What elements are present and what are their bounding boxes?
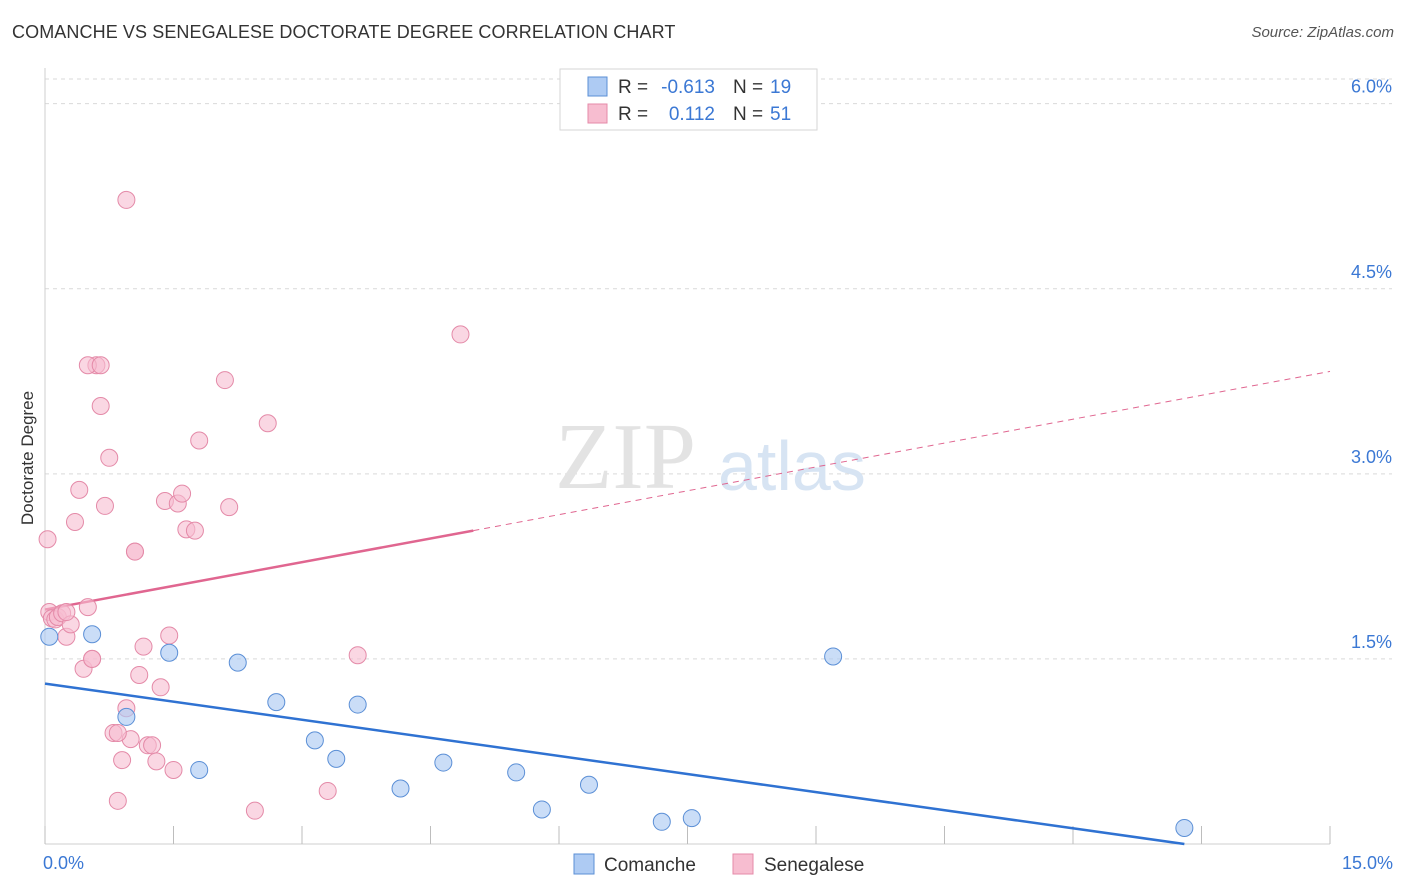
- legend-swatch-senegalese-bottom: [732, 853, 754, 875]
- comanche-point: [228, 653, 247, 672]
- senegalese-point: [173, 484, 192, 503]
- senegalese-point: [130, 665, 149, 684]
- senegalese-point: [91, 396, 110, 415]
- senegalese-point: [100, 448, 119, 467]
- comanche-point: [83, 625, 102, 644]
- senegalese-point: [38, 530, 57, 549]
- senegalese-point: [245, 801, 264, 820]
- legend-r-value-1: -0.613: [661, 77, 715, 98]
- x-tick-label: 15.0%: [1342, 853, 1393, 873]
- y-tick-label: 1.5%: [1351, 632, 1392, 652]
- comanche-point: [305, 731, 324, 750]
- y-tick-label: 6.0%: [1351, 77, 1392, 97]
- senegalese-point: [91, 356, 110, 375]
- legend-label-senegalese: Senegalese: [764, 855, 864, 876]
- trend-layer: [44, 370, 1331, 846]
- senegalese-point: [70, 480, 89, 499]
- senegalese-point: [318, 781, 337, 800]
- senegalese-point: [451, 325, 470, 344]
- y-tick-label: 3.0%: [1351, 447, 1392, 467]
- comanche-point: [652, 812, 671, 831]
- senegalese-point: [164, 760, 183, 779]
- legend-swatch-comanche: [587, 76, 608, 97]
- senegalese-trend-extension: [473, 370, 1331, 532]
- points-layer: [38, 190, 1194, 837]
- senegalese-point: [151, 678, 170, 697]
- watermark: ZIP atlas: [555, 405, 866, 509]
- legend-n-value-1: 19: [770, 77, 791, 98]
- senegalese-point: [108, 791, 127, 810]
- senegalese-point: [125, 542, 144, 561]
- senegalese-trend-line: [44, 529, 474, 611]
- legend-r-label-2: R =: [618, 104, 648, 125]
- senegalese-point: [220, 498, 239, 517]
- senegalese-point: [348, 646, 367, 665]
- senegalese-point: [113, 751, 132, 770]
- axes-layer: 1.5% 3.0% 4.5% 6.0% 0.0% 15.0%: [43, 68, 1393, 873]
- comanche-point: [348, 695, 367, 714]
- senegalese-point: [215, 371, 234, 390]
- comanche-point: [507, 763, 526, 782]
- senegalese-point: [117, 190, 136, 209]
- comanche-point: [40, 627, 59, 646]
- comanche-point: [434, 753, 453, 772]
- y-axis-label: Doctorate Degree: [18, 391, 37, 525]
- comanche-point: [824, 647, 843, 666]
- senegalese-point: [160, 626, 179, 645]
- watermark-atlas: atlas: [718, 427, 866, 505]
- correlation-legend: R = -0.613 N = 19 R = 0.112 N = 51: [559, 68, 818, 131]
- y-tick-label: 4.5%: [1351, 262, 1392, 282]
- senegalese-point: [134, 637, 153, 656]
- comanche-point: [267, 693, 286, 712]
- senegalese-point: [108, 723, 127, 742]
- senegalese-point: [143, 736, 162, 755]
- comanche-point: [532, 800, 551, 819]
- x-tick-label: 0.0%: [43, 853, 84, 873]
- senegalese-point: [95, 496, 114, 515]
- comanche-point: [117, 707, 136, 726]
- senegalese-point: [258, 414, 277, 433]
- comanche-point: [160, 643, 179, 662]
- comanche-trend-line: [44, 682, 1185, 846]
- legend-label-comanche: Comanche: [604, 855, 696, 876]
- series-legend: Comanche Senegalese: [573, 853, 864, 876]
- comanche-point: [327, 749, 346, 768]
- comanche-point: [579, 775, 598, 794]
- senegalese-point: [83, 649, 102, 668]
- comanche-point: [682, 809, 701, 828]
- legend-n-value-2: 51: [770, 104, 791, 125]
- legend-r-value-2: 0.112: [669, 104, 715, 125]
- senegalese-point: [65, 512, 84, 531]
- source-label: Source: ZipAtlas.com: [1251, 24, 1394, 41]
- senegalese-point: [185, 521, 204, 540]
- senegalese-point: [78, 598, 97, 617]
- comanche-point: [391, 779, 410, 798]
- senegalese-point: [147, 752, 166, 771]
- senegalese-point: [57, 603, 76, 622]
- comanche-point: [1175, 818, 1194, 837]
- legend-r-label-1: R =: [618, 77, 648, 98]
- chart-title: COMANCHE VS SENEGALESE DOCTORATE DEGREE …: [12, 22, 676, 42]
- legend-swatch-senegalese: [587, 103, 608, 124]
- watermark-zip: ZIP: [555, 405, 696, 509]
- legend-swatch-comanche-bottom: [573, 853, 595, 875]
- legend-n-label-1: N =: [733, 77, 763, 98]
- senegalese-point: [190, 431, 209, 450]
- comanche-point: [190, 760, 209, 779]
- legend-n-label-2: N =: [733, 104, 763, 125]
